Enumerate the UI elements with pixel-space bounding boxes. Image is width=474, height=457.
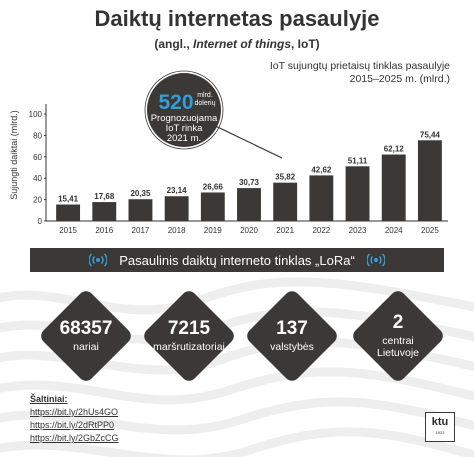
logo-text: ktu (431, 416, 449, 428)
stat-gateways: 7215 maršrutizatoriai (140, 287, 238, 385)
chart-caption-line2: 2015–2025 m. (mlrd.) (349, 73, 450, 85)
callout-text-line3: 2021 m. (167, 133, 201, 144)
source-link[interactable]: https://bit.ly/2dRtPP0 (30, 420, 115, 430)
stat-label: centrai (382, 335, 414, 347)
x-tick-label: 2025 (421, 226, 439, 235)
chart-caption-line1: IoT sujungtų prietaisų tinklas pasaulyje (269, 60, 450, 72)
y-axis-label: Sujungti daiktai (mlrd.) (9, 110, 19, 200)
bar-value-label: 75,44 (420, 130, 441, 139)
bar (128, 199, 153, 221)
stat-value: 68357 (59, 318, 113, 339)
logo-subtext: 1922 (435, 430, 445, 435)
y-tick-label: 100 (29, 110, 43, 119)
stats-row: 68357 nariai 7215 maršrutizatoriai 137 v… (0, 287, 474, 388)
y-tick-label: 0 (38, 217, 43, 226)
callout-text-line2: IoT rinka (166, 123, 204, 134)
bar (309, 175, 334, 221)
stat-label-2: Lietuvoje (376, 347, 420, 359)
source-link[interactable]: https://bit.ly/2GbZcCG (30, 433, 119, 443)
callout-text-line1: Prognozuojama (151, 113, 218, 124)
bar-value-label: 17,68 (94, 192, 115, 201)
bar-value-label: 42,62 (311, 165, 332, 174)
bar (237, 188, 261, 221)
bar-value-label: 62,12 (384, 145, 405, 154)
callout-circle (147, 73, 221, 147)
stat-members: 68357 nariai (37, 287, 135, 385)
bar-value-label: 26,66 (203, 182, 224, 191)
source-link[interactable]: https://bit.ly/2hUs4GO (30, 407, 119, 417)
bar-chart: 0 20 40 60 80 100 15,41 2015 17,68 2016 20,35 2017 2… (9, 70, 448, 235)
callout-value: 520 (158, 91, 193, 114)
x-tick-label: 2024 (385, 226, 403, 235)
x-tick-label: 2019 (204, 226, 222, 235)
stat-countries: 137 valstybės (243, 287, 341, 385)
y-tick-label: 20 (33, 196, 42, 205)
banner-text: Pasaulinis daiktų interneto tinklas „LoR… (119, 252, 355, 268)
page-subtitle: (angl., Internet of things, IoT) (154, 37, 320, 51)
stat-label: maršrutizatoriai (153, 341, 225, 353)
stat-value: 7215 (167, 318, 211, 339)
y-tick-label: 40 (33, 174, 42, 183)
y-tick-label: 60 (33, 153, 42, 162)
x-tick-label: 2015 (59, 226, 77, 235)
bar (164, 196, 189, 221)
x-tick-label: 2021 (276, 226, 294, 235)
x-tick-label: 2023 (349, 226, 367, 235)
x-tick-label: 2017 (132, 226, 150, 235)
callout-unit-line1: mlrd. (197, 92, 213, 99)
wifi-icon (366, 253, 385, 267)
bar-value-label: 20,35 (130, 189, 151, 198)
ktu-logo: ktu 1922 (425, 412, 455, 442)
bar (273, 182, 298, 221)
stat-label: nariai (73, 341, 99, 353)
bar (381, 154, 406, 221)
bar (345, 166, 370, 221)
bar (92, 202, 117, 221)
x-tick-label: 2022 (312, 226, 330, 235)
bar-value-label: 15,41 (58, 195, 79, 204)
x-tick-label: 2016 (95, 226, 113, 235)
bar (56, 204, 81, 221)
y-tick-label: 80 (33, 131, 42, 140)
x-tick-label: 2018 (168, 226, 186, 235)
x-tick-label: 2020 (240, 226, 258, 235)
bar-value-label: 30,73 (239, 178, 260, 187)
bar-value-label: 35,82 (275, 173, 296, 182)
sources: Šaltiniai: https://bit.ly/2hUs4GO https:… (30, 393, 119, 445)
wifi-icon (89, 253, 108, 267)
chart-caption: IoT sujungtų prietaisų tinklas pasaulyje… (270, 60, 450, 86)
page-title: Daiktų internetas pasaulyje (94, 6, 380, 31)
lora-banner: Pasaulinis daiktų interneto tinklas „LoR… (30, 248, 444, 272)
bar-value-label: 51,11 (348, 156, 368, 165)
stat-label: valstybės (270, 341, 314, 353)
stat-value: 137 (276, 318, 308, 339)
stat-centers: 2 centrai Lietuvoje (349, 287, 447, 385)
stat-value: 2 (392, 312, 404, 333)
bar-value-label: 23,14 (167, 186, 188, 195)
bar (200, 192, 225, 221)
bar (417, 140, 442, 221)
sources-title: Šaltiniai: (30, 394, 68, 404)
callout-unit-line2: dolerių (194, 100, 215, 107)
